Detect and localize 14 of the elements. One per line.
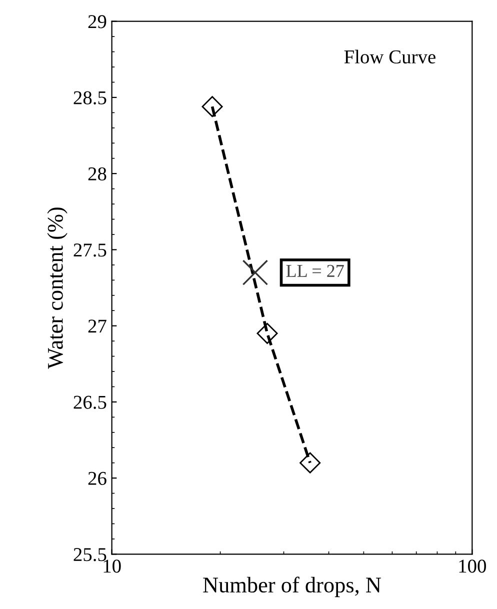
y-tick-label: 28.5 (74, 91, 106, 104)
y-tick-label: 26.5 (74, 396, 106, 409)
text: Flow Curve (344, 50, 436, 64)
y-tick-label: 25.5 (74, 548, 106, 562)
y-tick-label: 28 (88, 167, 106, 181)
annotation: LL = 27 (286, 264, 344, 277)
y-axis-title: Water content (%) (47, 208, 68, 369)
y-tick-label: 29 (88, 15, 106, 28)
y-tick-label: 27 (88, 320, 106, 333)
y-tick-label: 27.5 (74, 244, 106, 257)
x-axis-title: Number of drops, N (203, 576, 381, 598)
x-tick-label: 10 (104, 560, 121, 573)
x-tick-label: 100 (459, 560, 486, 573)
y-tick-label: 26 (88, 472, 106, 486)
